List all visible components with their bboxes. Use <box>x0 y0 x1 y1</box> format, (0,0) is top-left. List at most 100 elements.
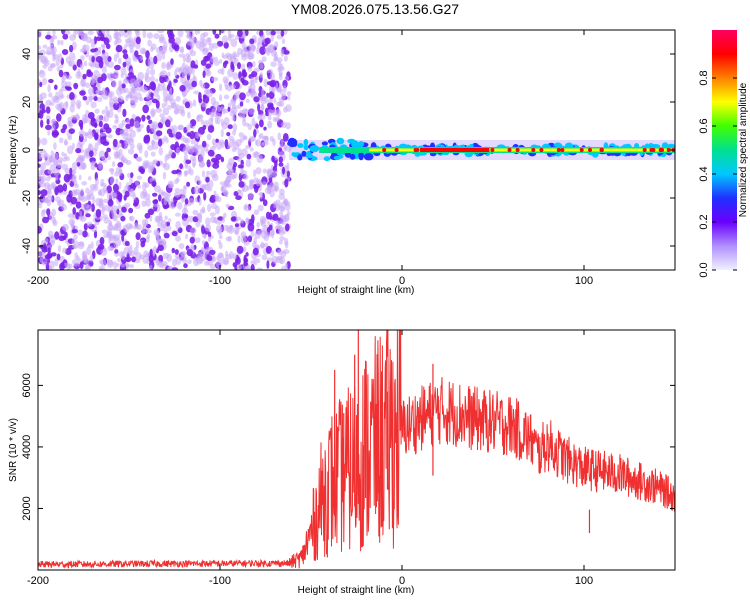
noise-point <box>70 99 76 107</box>
noise-point <box>170 198 174 206</box>
noise-point <box>94 108 100 114</box>
snr-plot-area <box>38 330 675 570</box>
noise-point <box>255 123 259 129</box>
colorbar-tick-label: 0.4 <box>698 166 710 181</box>
noise-point <box>171 127 176 134</box>
noise-point <box>186 132 192 137</box>
noise-point <box>44 237 49 244</box>
noise-point <box>141 114 146 122</box>
noise-point <box>72 207 76 215</box>
noise-point <box>87 112 95 119</box>
noise-point <box>136 78 142 83</box>
spectrogram-y-axis-title: Frequency (Hz) <box>8 116 19 185</box>
noise-point <box>129 215 133 221</box>
noise-point <box>117 95 124 103</box>
noise-point <box>183 203 187 213</box>
noise-point <box>207 124 215 133</box>
signal-peak-point <box>515 148 520 152</box>
noise-point <box>153 55 158 65</box>
noise-point <box>152 199 158 205</box>
noise-point <box>202 48 209 56</box>
noise-point <box>255 139 261 147</box>
noise-point <box>93 123 98 127</box>
noise-point <box>227 68 234 78</box>
noise-point <box>62 124 68 130</box>
noise-point <box>184 101 191 109</box>
noise-point <box>112 192 118 198</box>
noise-point <box>223 41 229 49</box>
noise-point <box>148 254 154 263</box>
noise-point <box>258 134 262 140</box>
noise-point <box>137 184 141 189</box>
noise-point <box>58 235 65 242</box>
noise-point <box>80 55 85 61</box>
noise-point <box>141 200 147 207</box>
noise-point <box>261 88 265 97</box>
noise-point <box>128 207 134 214</box>
noise-point <box>239 92 246 101</box>
noise-point <box>101 109 106 115</box>
noise-point <box>247 235 253 243</box>
noise-point <box>246 153 252 160</box>
noise-point <box>43 59 50 67</box>
noise-point <box>270 61 277 67</box>
signal-point <box>363 153 374 161</box>
noise-point <box>215 260 223 269</box>
noise-point <box>282 166 285 175</box>
noise-point <box>74 188 81 195</box>
noise-point <box>47 254 53 259</box>
spectrogram-plot-area <box>38 30 675 270</box>
noise-point <box>243 52 247 58</box>
noise-point <box>256 46 260 55</box>
signal-peak-point <box>599 148 604 152</box>
noise-point <box>182 62 186 68</box>
noise-point <box>182 217 189 227</box>
noise-point <box>253 177 259 185</box>
noise-point <box>285 104 292 112</box>
noise-point <box>99 236 105 245</box>
spectrogram-y-tick-label: -40 <box>21 238 33 254</box>
noise-point <box>86 246 92 256</box>
noise-point <box>281 265 287 270</box>
noise-point <box>102 214 108 220</box>
noise-point <box>142 189 148 198</box>
noise-point <box>88 143 92 151</box>
noise-point <box>45 106 51 114</box>
signal-peak-point <box>660 148 664 152</box>
noise-point <box>39 162 46 171</box>
noise-point <box>129 264 134 269</box>
noise-point <box>249 38 255 45</box>
noise-point <box>191 80 197 88</box>
noise-point <box>244 108 248 114</box>
noise-point <box>112 212 117 220</box>
noise-point <box>123 78 130 84</box>
noise-point <box>162 82 166 91</box>
noise-point <box>220 156 225 163</box>
noise-point <box>159 113 165 119</box>
noise-point <box>284 200 291 207</box>
noise-point <box>282 92 287 99</box>
noise-point <box>76 162 81 167</box>
noise-point <box>195 148 200 156</box>
signal-point <box>323 156 331 162</box>
noise-point <box>167 265 172 270</box>
noise-point <box>250 264 255 270</box>
noise-point <box>109 91 113 101</box>
noise-point <box>47 84 51 93</box>
noise-point <box>158 46 166 55</box>
noise-point <box>100 258 107 268</box>
noise-point <box>52 216 56 225</box>
noise-point <box>164 215 168 221</box>
noise-point <box>235 195 242 200</box>
spectrogram-x-axis-title: Height of straight line (km) <box>298 285 415 296</box>
snr-x-ticks: -200 -100 0 100 <box>27 330 593 587</box>
noise-point <box>234 223 240 228</box>
noise-point <box>116 262 120 267</box>
noise-point <box>277 87 282 93</box>
noise-point <box>227 33 232 42</box>
noise-point <box>254 76 260 81</box>
noise-point <box>217 68 224 74</box>
noise-point <box>259 119 264 128</box>
noise-point <box>189 227 197 234</box>
